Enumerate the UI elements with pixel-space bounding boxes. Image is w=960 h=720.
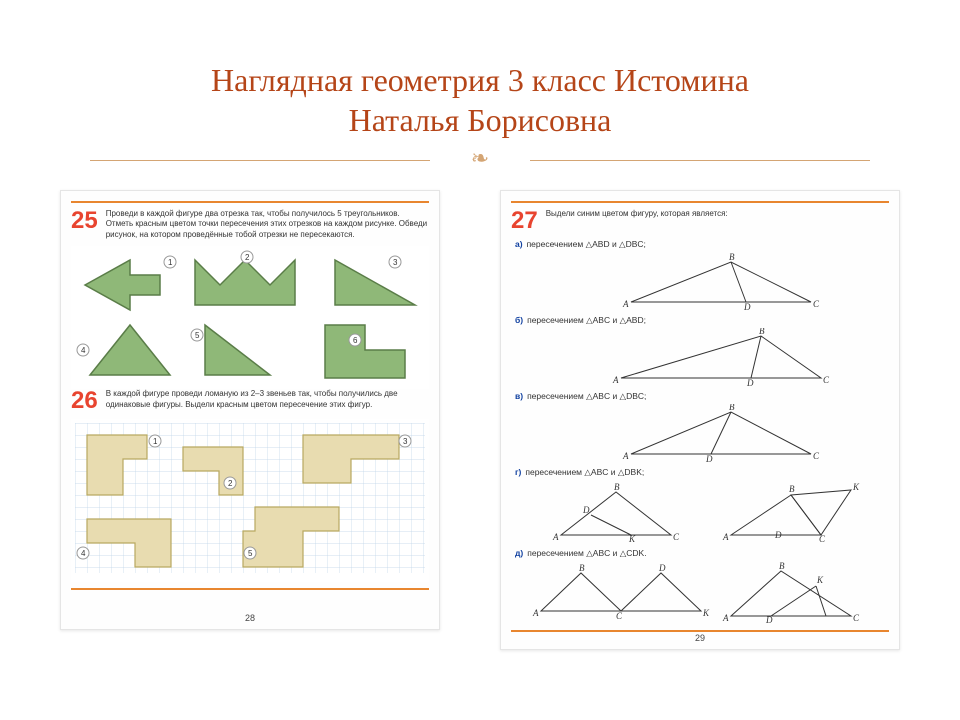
- svg-text:D: D: [774, 530, 782, 540]
- svg-text:6: 6: [353, 336, 358, 345]
- item-b-text: пересечением △ABC и △ABD;: [527, 315, 646, 325]
- divider-line-right: [530, 160, 870, 161]
- svg-text:5: 5: [248, 549, 253, 558]
- svg-text:C: C: [673, 532, 680, 542]
- item-b: б) пересечением △ABC и △ABD;: [515, 315, 889, 326]
- task-25-text: Проведи в каждой фигуре два отрезка так,…: [106, 209, 429, 240]
- task-27-text: Выдели синим цветом фигуру, которая явля…: [546, 209, 728, 233]
- task-26-number: 26: [71, 389, 98, 413]
- svg-text:B: B: [779, 561, 785, 571]
- svg-text:K: K: [816, 575, 824, 585]
- svg-text:D: D: [746, 378, 754, 388]
- triangle-d: A B C D K A B C D K: [511, 480, 889, 545]
- svg-text:B: B: [789, 484, 795, 494]
- item-c-text: пересечением △ABC и △DBC;: [527, 391, 646, 401]
- task-27: 27 Выдели синим цветом фигуру, которая я…: [511, 209, 889, 233]
- svg-text:A: A: [612, 375, 619, 385]
- svg-text:2: 2: [228, 479, 233, 488]
- divider-line-left: [90, 160, 430, 161]
- hr-bottom-right: [511, 630, 889, 632]
- item-e-text: пересечением △ABC и △CDK.: [527, 548, 646, 558]
- svg-text:A: A: [722, 532, 729, 542]
- triangle-a: A B C D: [511, 252, 889, 312]
- svg-text:C: C: [813, 451, 820, 461]
- title-line-2: Наталья Борисовна: [349, 102, 612, 138]
- svg-text:4: 4: [81, 346, 86, 355]
- item-a-letter: а): [515, 239, 523, 249]
- task-25-figures: 1 2 3 4 5 6: [71, 246, 429, 389]
- svg-text:1: 1: [168, 258, 173, 267]
- item-c-letter: в): [515, 391, 523, 401]
- svg-text:D: D: [658, 563, 666, 573]
- svg-text:B: B: [579, 563, 585, 573]
- svg-text:C: C: [616, 611, 623, 621]
- task-25-number: 25: [71, 209, 98, 240]
- item-d-text: пересечением △ABC и △DBK;: [525, 467, 644, 477]
- divider: ❧: [50, 148, 910, 172]
- hr-top-left: [71, 201, 429, 203]
- divider-flourish: ❧: [471, 146, 489, 172]
- svg-text:1: 1: [153, 437, 158, 446]
- item-e: д) пересечением △ABC и △CDK.: [515, 548, 889, 559]
- svg-text:D: D: [743, 302, 751, 312]
- item-a-text: пересечением △ABD и △DBC;: [527, 239, 646, 249]
- triangle-e: A B C D K A B C D K: [511, 561, 889, 626]
- svg-text:C: C: [819, 534, 826, 544]
- svg-text:A: A: [622, 451, 629, 461]
- page-left: 25 Проведи в каждой фигуре два отрезка т…: [60, 190, 440, 630]
- item-a: а) пересечением △ABD и △DBC;: [515, 239, 889, 250]
- svg-text:B: B: [729, 252, 735, 262]
- svg-text:B: B: [614, 482, 620, 492]
- slide-title: Наглядная геометрия 3 класс Истомина Нат…: [50, 60, 910, 140]
- svg-text:2: 2: [245, 253, 250, 262]
- task-26-text: В каждой фигуре проведи ломаную из 2–3 з…: [106, 389, 429, 413]
- svg-text:A: A: [622, 299, 629, 309]
- slide: Наглядная геометрия 3 класс Истомина Нат…: [0, 0, 960, 720]
- task-25: 25 Проведи в каждой фигуре два отрезка т…: [71, 209, 429, 240]
- triangle-c: A B C D: [511, 404, 889, 464]
- svg-text:A: A: [532, 608, 539, 618]
- pages-container: 25 Проведи в каждой фигуре два отрезка т…: [50, 190, 910, 650]
- page-number-left: 28: [61, 613, 439, 623]
- page-right: 27 Выдели синим цветом фигуру, которая я…: [500, 190, 900, 650]
- triangle-b: A B C D: [511, 328, 889, 388]
- hr-top-right: [511, 201, 889, 203]
- svg-text:D: D: [705, 454, 713, 464]
- svg-text:A: A: [552, 532, 559, 542]
- item-d-letter: г): [515, 467, 521, 477]
- task-26: 26 В каждой фигуре проведи ломаную из 2–…: [71, 389, 429, 413]
- task-27-number: 27: [511, 209, 538, 233]
- item-b-letter: б): [515, 315, 523, 325]
- item-c: в) пересечением △ABC и △DBC;: [515, 391, 889, 402]
- svg-text:K: K: [852, 482, 860, 492]
- svg-text:B: B: [729, 404, 735, 412]
- task-26-figures: 1 2 3 4 5: [71, 419, 429, 582]
- item-e-letter: д): [515, 548, 523, 558]
- svg-text:D: D: [765, 615, 773, 625]
- shapes-25-svg: 1 2 3 4 5 6: [75, 250, 425, 380]
- svg-text:3: 3: [393, 258, 398, 267]
- svg-text:3: 3: [403, 437, 408, 446]
- svg-text:B: B: [759, 328, 765, 336]
- shapes-26-svg: 1 2 3 4 5: [75, 423, 425, 573]
- title-line-1: Наглядная геометрия 3 класс Истомина: [211, 62, 749, 98]
- svg-text:A: A: [722, 613, 729, 623]
- svg-text:5: 5: [195, 331, 200, 340]
- svg-text:D: D: [582, 505, 590, 515]
- svg-text:C: C: [853, 613, 860, 623]
- item-d: г) пересечением △ABC и △DBK;: [515, 467, 889, 478]
- svg-text:C: C: [813, 299, 820, 309]
- svg-text:K: K: [702, 608, 710, 618]
- svg-text:C: C: [823, 375, 830, 385]
- svg-text:K: K: [628, 534, 636, 544]
- hr-bottom-left: [71, 588, 429, 590]
- page-number-right: 29: [501, 633, 899, 643]
- svg-text:4: 4: [81, 549, 86, 558]
